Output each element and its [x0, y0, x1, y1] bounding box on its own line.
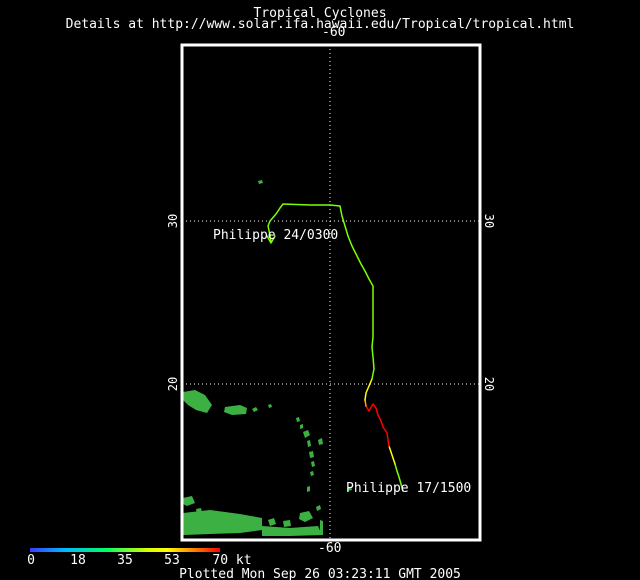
lon-label-top: -60 — [322, 25, 346, 40]
land-aruba-curacao-1 — [183, 496, 195, 506]
land-puerto-rico — [224, 405, 247, 415]
land-virgin-islands — [252, 407, 258, 412]
land-hispaniola — [183, 390, 212, 413]
cyclone-track — [266, 203, 404, 492]
land-leeward-1 — [268, 404, 272, 408]
colorbar-tick-18: 18 — [70, 553, 86, 568]
colorbar-tick-35: 35 — [117, 553, 133, 568]
track-segment-weak-mid — [267, 203, 375, 380]
track-segment-moderate-3 — [364, 378, 373, 401]
track-segment-weak-start — [394, 463, 404, 492]
land-venezuela-coast — [183, 510, 262, 535]
intensity-colorbar — [30, 548, 220, 552]
land-leeward-2 — [296, 417, 300, 422]
lat-label-20-left: 20 — [166, 376, 181, 392]
map-subtitle: Details at http://www.solar.ifa.hawaii.e… — [65, 17, 575, 32]
land-dominica — [307, 440, 311, 447]
land-barbados — [318, 438, 323, 445]
land-venezuela-east — [262, 526, 322, 536]
lat-label-20-right: 20 — [482, 376, 497, 392]
plotted-timestamp: Plotted Mon Sep 26 03:23:11 GMT 2005 — [179, 567, 461, 580]
colorbar-tick-0: 0 — [27, 553, 35, 568]
map-frame — [180, 43, 482, 542]
storm-start-label: Philippe 17/1500 — [346, 481, 472, 496]
track-end-arrow — [266, 235, 276, 244]
land-martinique — [309, 451, 314, 458]
land-guadeloupe — [303, 430, 310, 438]
map-title: Tropical Cyclones — [253, 6, 387, 21]
storm-end-label: Philippe 24/0300 — [213, 228, 339, 243]
land-tobago — [316, 505, 321, 511]
lat-label-30-left: 30 — [166, 213, 181, 229]
land-isolated-dot — [347, 487, 352, 491]
land-coast-fragment — [320, 520, 323, 535]
land-caribbean — [183, 180, 352, 536]
lat-label-30-right: 30 — [482, 213, 497, 229]
land-bermuda — [258, 180, 263, 184]
track-segment-moderate-1 — [388, 445, 396, 465]
land-leeward-3 — [300, 424, 303, 429]
land-trinidad — [299, 511, 313, 522]
lon-label-bottom: -60 — [318, 541, 342, 556]
track-segment-hurricane — [365, 403, 390, 447]
colorbar-tick-53: 53 — [164, 553, 180, 568]
land-small-islet-2 — [283, 520, 291, 527]
colorbar-tick-70: 70 kt — [212, 553, 252, 568]
land-small-islet-1 — [268, 518, 276, 526]
track-segment-moderate-2 — [364, 399, 367, 407]
land-stlucia — [311, 461, 315, 467]
land-grenada — [307, 486, 310, 492]
land-stvincent — [310, 471, 314, 476]
